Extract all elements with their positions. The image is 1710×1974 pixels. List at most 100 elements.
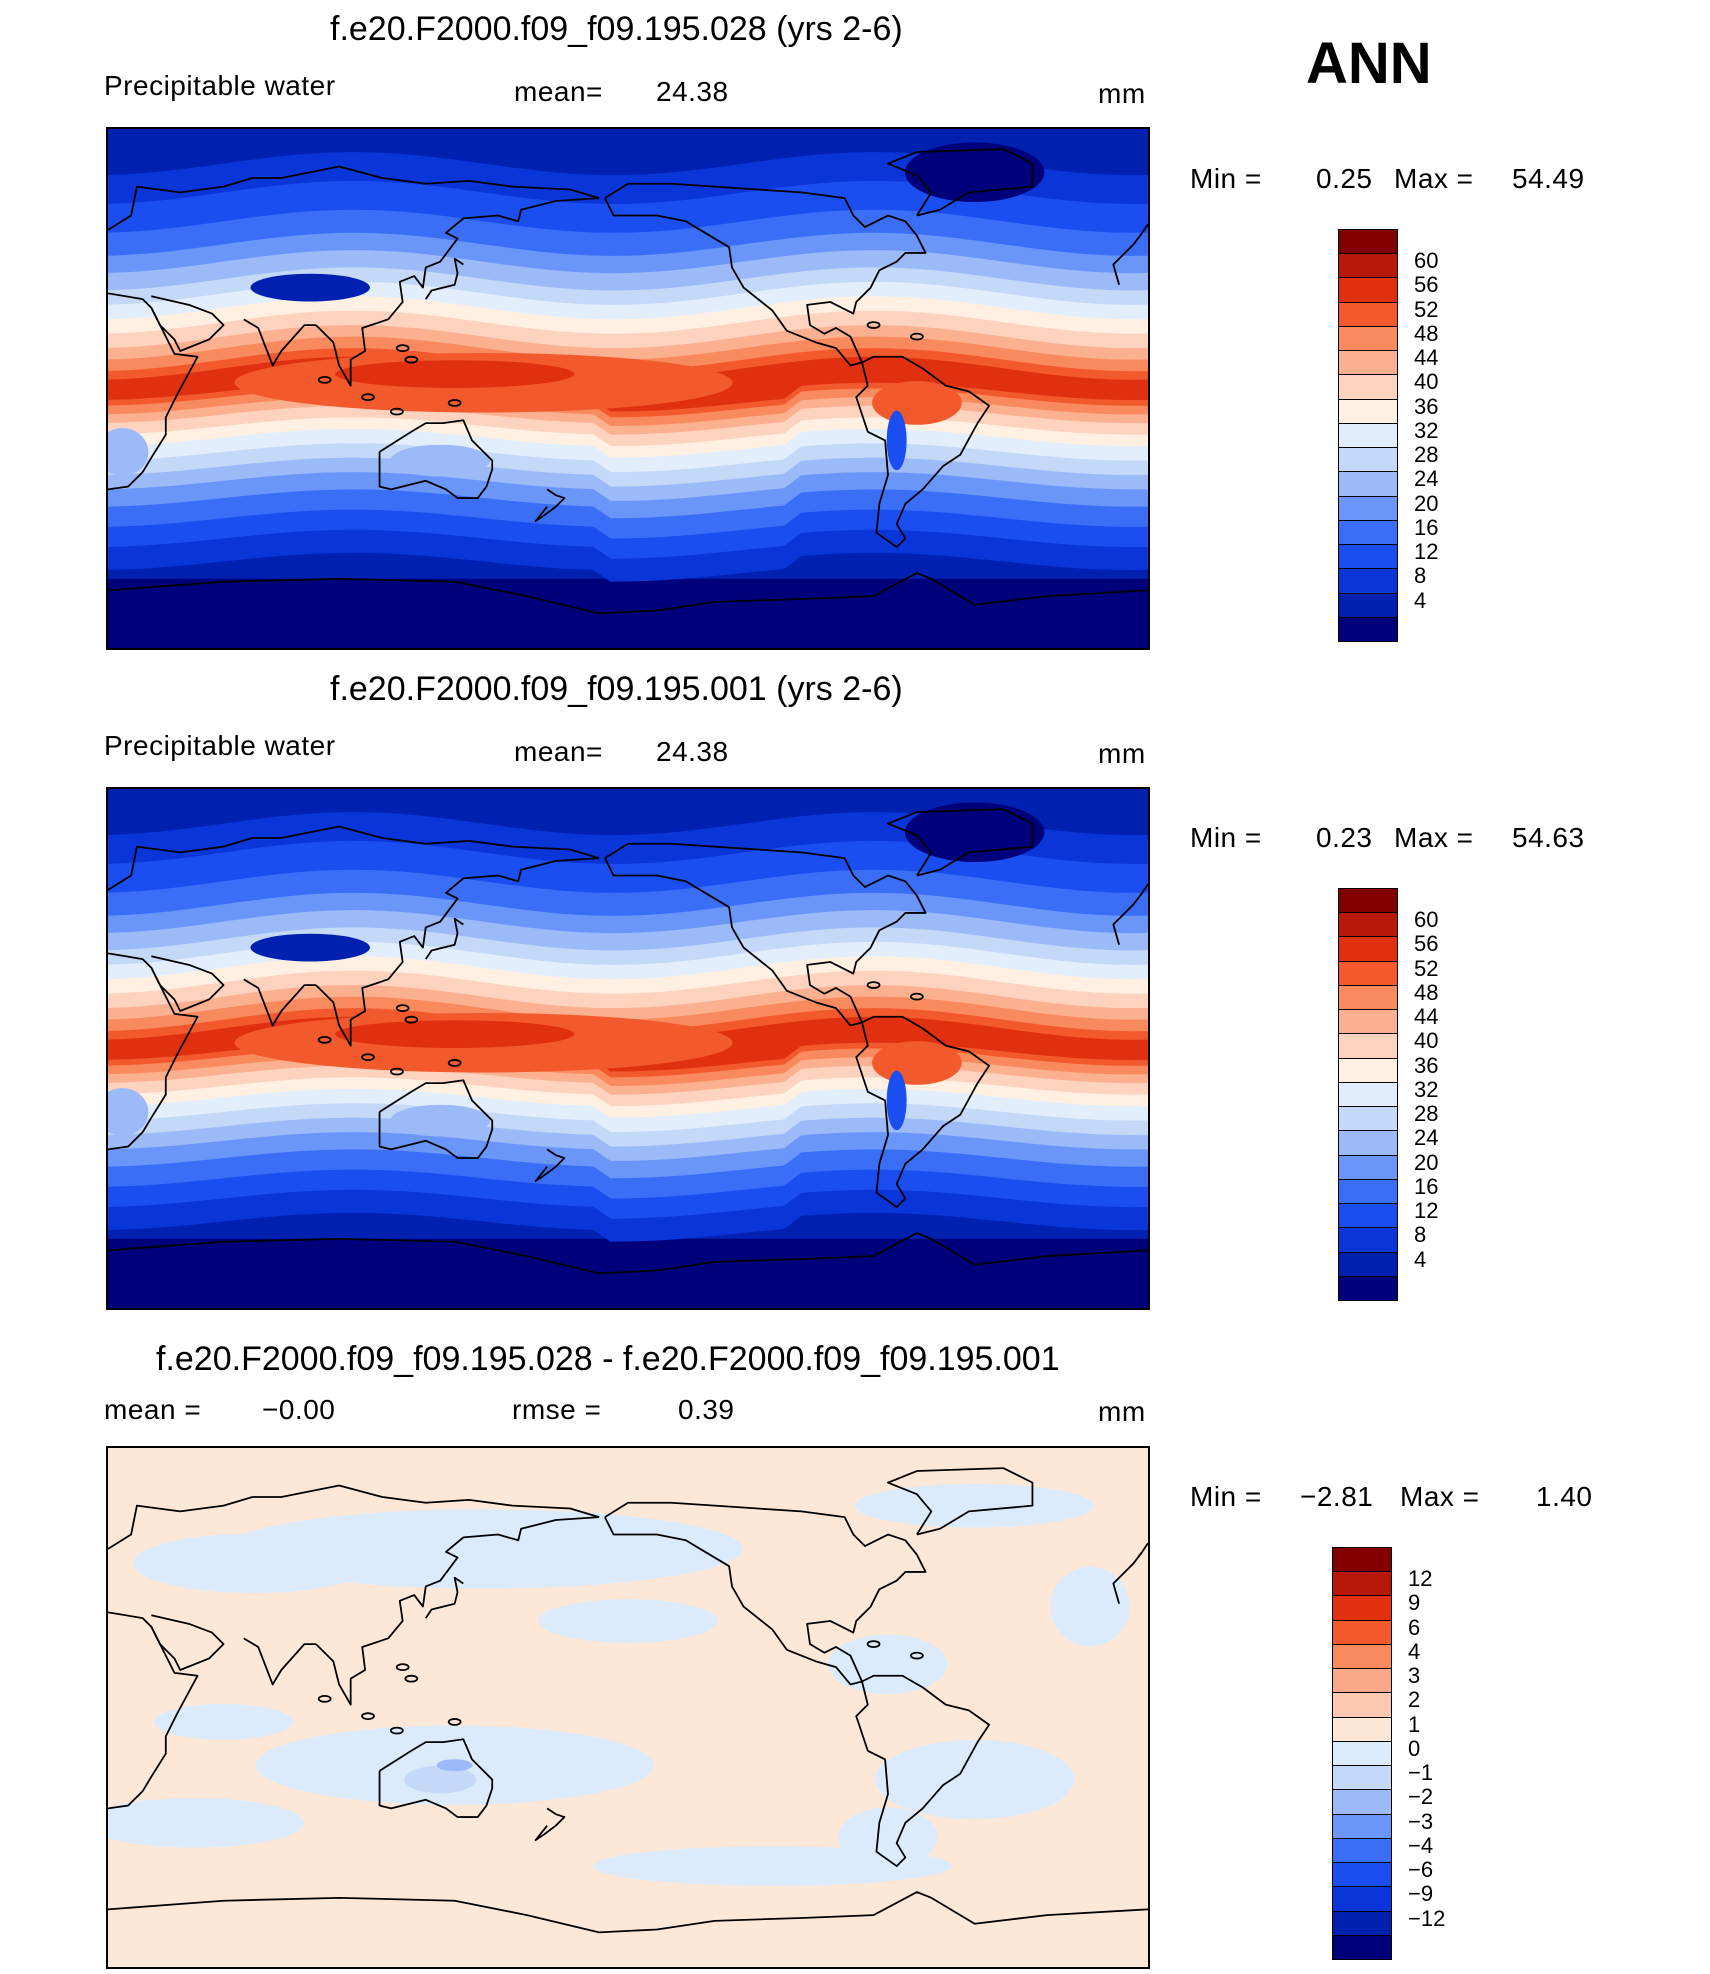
panel-2-map: [106, 787, 1150, 1310]
coastline: [604, 1501, 927, 1682]
colorbar-swatch: [1338, 229, 1398, 255]
coastline: [604, 842, 927, 1023]
colorbar-swatch: [1332, 1595, 1392, 1621]
colorbar-swatch: [1332, 1934, 1392, 1960]
coastline: [243, 978, 316, 1027]
colorbar-tick-label: 36: [1414, 1052, 1439, 1078]
island-outline: [317, 1694, 332, 1703]
coastline: [1112, 883, 1148, 945]
panel-1-min-value: 0.25: [1316, 163, 1373, 194]
panel-2-variable-label: Precipitable water: [104, 730, 336, 761]
colorbar-swatch: [1338, 568, 1398, 594]
field-patch: [335, 1020, 575, 1048]
season-label: ANN: [1306, 31, 1432, 96]
colorbar-tick-label: 4: [1414, 1246, 1427, 1272]
colorbar-tick-label: 32: [1414, 417, 1439, 443]
colorbar-tick-label: −3: [1408, 1808, 1434, 1834]
colorbar-swatch: [1332, 1740, 1392, 1767]
colorbar-tick-label: 4: [1414, 587, 1427, 613]
panel-1-mean-label: mean=: [514, 76, 603, 107]
colorbar-tick-label: 24: [1414, 466, 1439, 492]
island-outline: [404, 1015, 419, 1024]
panel-2-max-value: 54.63: [1512, 822, 1585, 853]
colorbar-tick-label: 2: [1408, 1687, 1421, 1713]
colorbar-tick-label: 56: [1414, 272, 1439, 298]
colorbar-swatch: [1338, 519, 1398, 546]
coastline: [887, 1467, 1034, 1536]
colorbar-tick-label: 56: [1414, 931, 1439, 957]
coastline: [315, 857, 600, 1047]
panel-2-mean-label: mean=: [514, 736, 603, 767]
panel-1-colorbar: 60 56 52 48 44 40 36 32 28 24 20 16 12 8 4: [1338, 229, 1468, 642]
colorbar-tick-label: −9: [1408, 1881, 1434, 1907]
colorbar-tick-label: −1: [1408, 1760, 1434, 1786]
island-outline: [395, 1004, 410, 1013]
colorbar-swatch: [1332, 1643, 1392, 1670]
coastline: [604, 182, 927, 363]
panel-3-max-value: 1.40: [1536, 1481, 1593, 1512]
colorbar-swatch: [1338, 447, 1398, 473]
coastline: [315, 197, 600, 387]
panel-1-map-canvas: [108, 129, 1148, 648]
coastline: [108, 1232, 1148, 1275]
colorbar-swatch: [1338, 1178, 1398, 1205]
coastline: [243, 1637, 316, 1686]
colorbar-swatch: [1338, 398, 1398, 424]
field-layer: [108, 129, 1148, 648]
field-patch: [108, 428, 149, 476]
colorbar-swatch: [1332, 1547, 1392, 1573]
colorbar-swatch: [1332, 1789, 1392, 1815]
colorbar-swatch: [1332, 1765, 1392, 1791]
panel-1-title: f.e20.F2000.f09_f09.195.028 (yrs 2-6): [330, 10, 903, 48]
colorbar-swatch: [1332, 1910, 1392, 1936]
colorbar-tick-label: −2: [1408, 1784, 1434, 1810]
panel-3-mean-value: −0.00: [262, 1394, 336, 1425]
colorbar-tick-label: 60: [1414, 907, 1439, 933]
coastline: [604, 197, 863, 367]
coastline-layer: [108, 808, 1148, 1275]
colorbar-tick-label: 48: [1414, 979, 1439, 1005]
island-outline: [361, 393, 375, 402]
panel-2-min-value: 0.23: [1316, 822, 1373, 853]
panel-3-map-canvas: [108, 1448, 1148, 1967]
colorbar-tick-label: 40: [1414, 1028, 1439, 1054]
field-patch: [828, 1634, 948, 1695]
coastline: [425, 917, 464, 960]
colorbar-swatch: [1338, 1227, 1398, 1253]
coastline: [108, 572, 1148, 615]
coastline: [150, 955, 225, 1012]
colorbar-swatch: [1332, 1813, 1392, 1839]
coastline: [378, 1079, 494, 1159]
island-outline: [395, 344, 410, 353]
coastline: [108, 1484, 600, 1550]
colorbar-swatch: [1338, 544, 1398, 570]
coastline: [855, 1674, 991, 1867]
colorbar-tick-label: 36: [1414, 393, 1439, 419]
colorbar-swatch: [1338, 325, 1398, 352]
island-outline: [361, 1053, 375, 1062]
colorbar-tick-label: 12: [1414, 1198, 1439, 1224]
panel-2-map-canvas: [108, 789, 1148, 1308]
field-patch: [108, 1088, 149, 1136]
field-patch: [904, 802, 1045, 863]
field-patch: [872, 381, 962, 425]
colorbar-tick-label: 32: [1414, 1076, 1439, 1102]
field-patch: [904, 142, 1045, 203]
colorbar-tick-label: 16: [1414, 1173, 1439, 1199]
island-outline: [317, 1035, 332, 1044]
colorbar-swatch: [1338, 1130, 1398, 1156]
colorbar-tick-label: 9: [1408, 1590, 1421, 1616]
colorbar-tick-label: 4: [1408, 1638, 1421, 1664]
field-patch: [108, 1798, 305, 1848]
coastline: [855, 355, 991, 548]
island-outline: [361, 1712, 375, 1721]
colorbar-tick-label: −4: [1408, 1832, 1434, 1858]
field-patch: [855, 1483, 1095, 1528]
coastline: [534, 1807, 566, 1842]
coastline: [243, 318, 316, 367]
colorbar-swatch: [1338, 1009, 1398, 1035]
colorbar-tick-label: 20: [1414, 1149, 1439, 1175]
coastline: [1112, 1542, 1148, 1604]
panel-1-units: mm: [1098, 78, 1146, 109]
island-outline: [317, 375, 332, 384]
